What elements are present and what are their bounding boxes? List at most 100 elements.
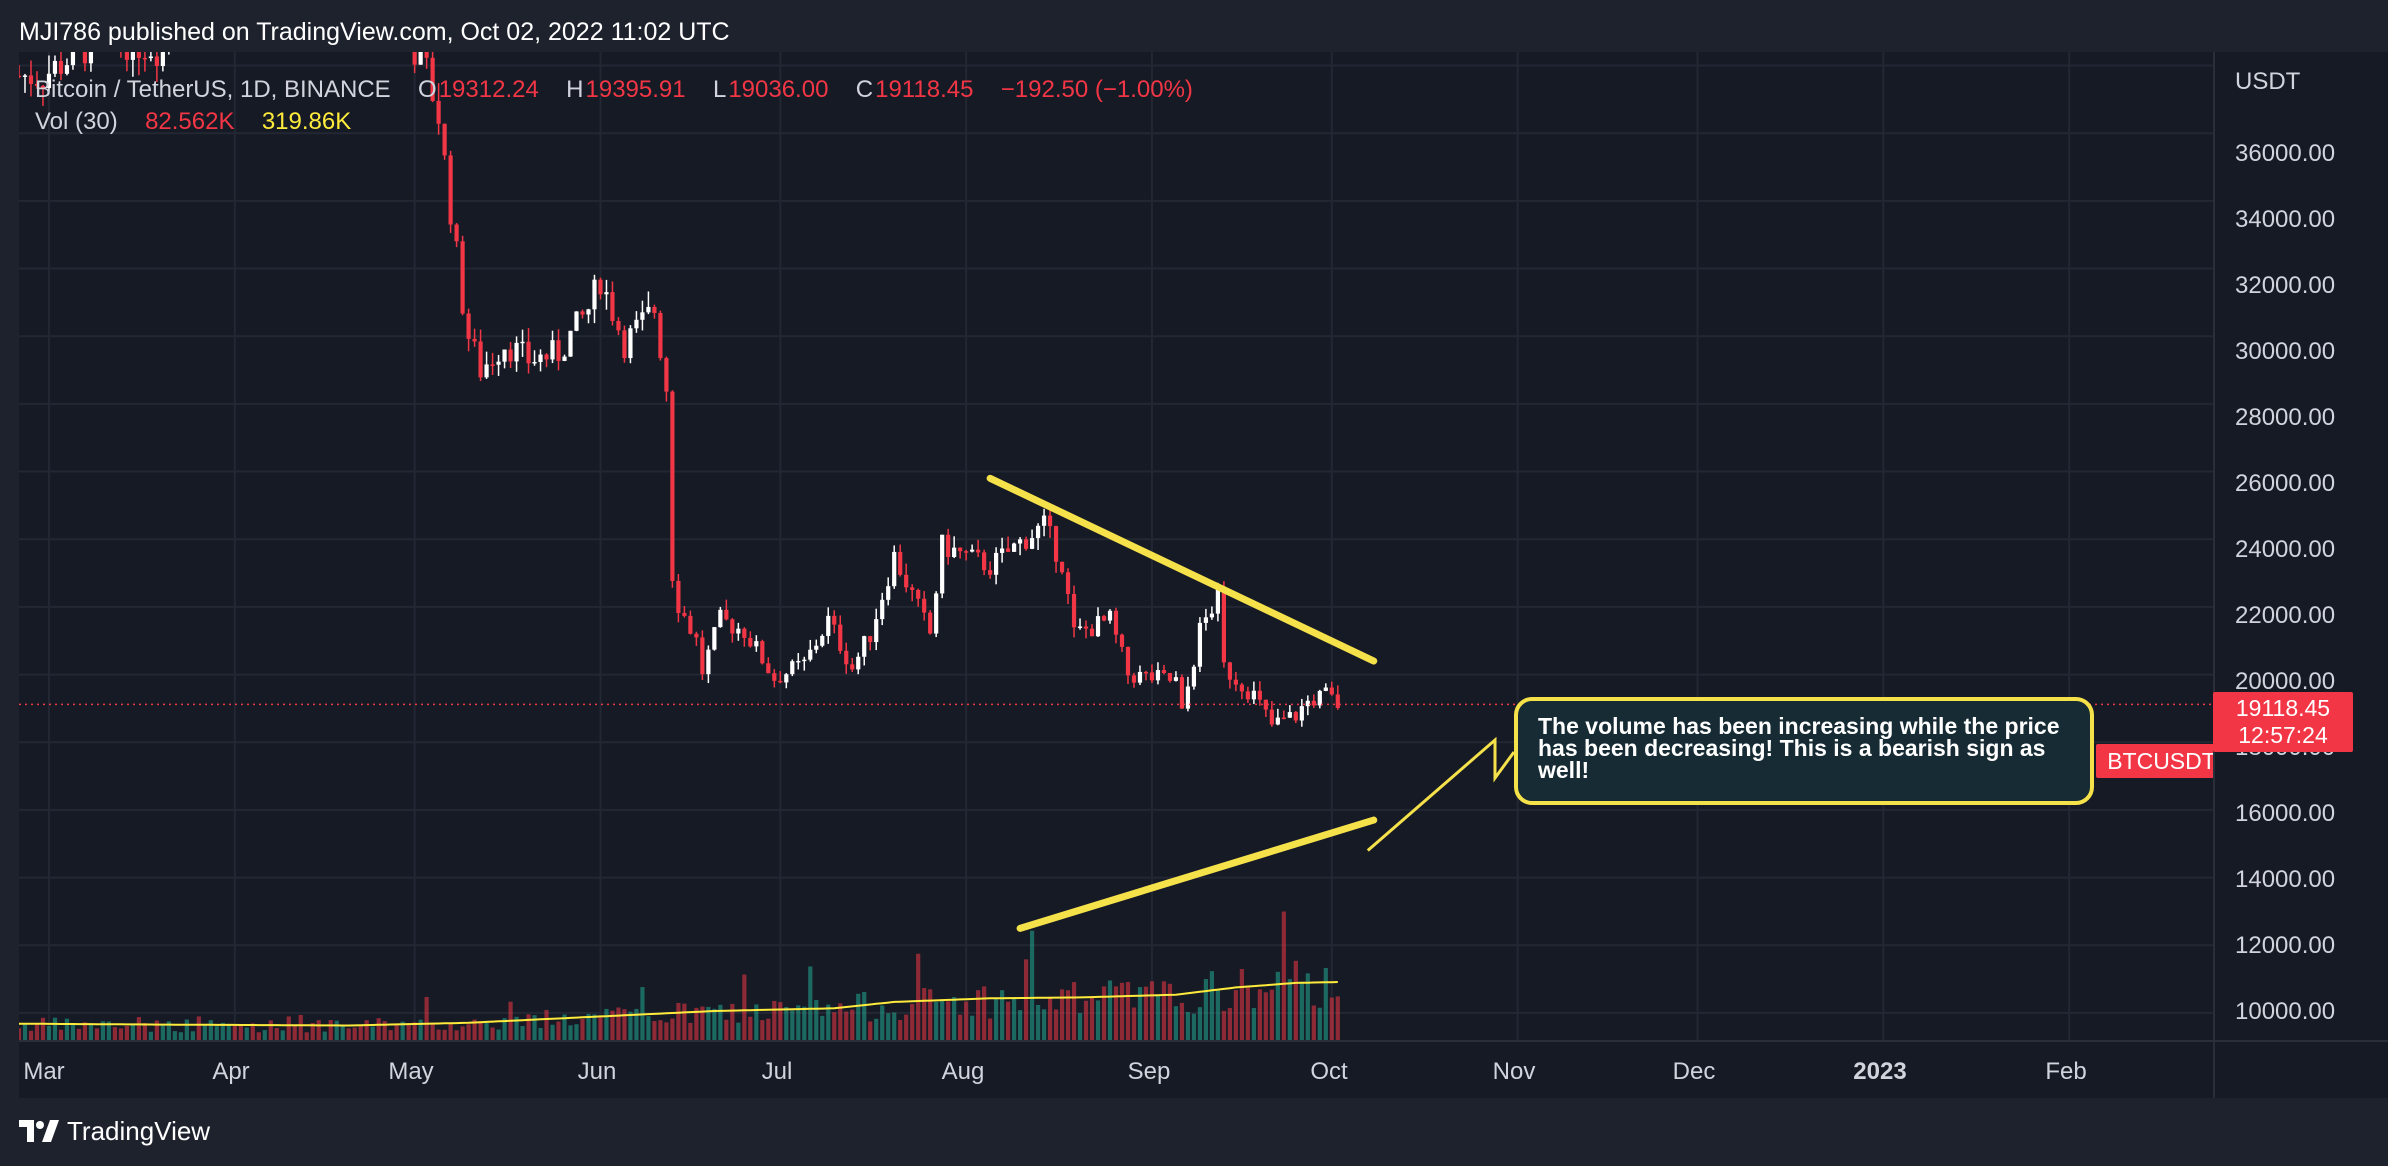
candle-body — [706, 649, 711, 675]
candle-body — [550, 340, 555, 360]
time-tick: Oct — [1310, 1058, 1348, 1085]
volume-bar — [1263, 992, 1268, 1040]
volume-bar — [316, 1020, 321, 1040]
volume-bar — [676, 1002, 681, 1040]
price-tick: 10000.00 — [2235, 998, 2336, 1025]
volume-bar — [1293, 960, 1298, 1040]
candle-body — [856, 656, 861, 670]
symbol-description[interactable]: Bitcoin / TetherUS, 1D, BINANCE — [35, 76, 391, 103]
candle-body — [502, 349, 507, 362]
volume-bar — [1221, 1010, 1226, 1040]
open-value: 19312.24 — [438, 76, 539, 103]
volume-bar — [274, 1027, 279, 1040]
volume-bar — [130, 1023, 135, 1040]
volume-bar — [1161, 981, 1167, 1040]
volume-bar — [1035, 1004, 1041, 1040]
volume-bar — [358, 1024, 363, 1040]
candle-body — [82, 52, 88, 64]
volume-indicator-label[interactable]: Vol (30) — [35, 108, 118, 135]
volume-bar — [244, 1027, 249, 1040]
volume-bar — [862, 991, 867, 1040]
volume-bar — [1281, 911, 1286, 1040]
volume-bar — [718, 1004, 723, 1040]
volume-bar — [268, 1020, 273, 1040]
candle-body — [712, 627, 717, 650]
volume-bar — [970, 1015, 975, 1040]
price-volume-plot[interactable] — [19, 52, 2213, 1040]
volume-bar — [658, 1020, 663, 1040]
volume-bar — [514, 1016, 519, 1040]
candle-body — [1047, 515, 1053, 527]
volume-bar — [1251, 1007, 1256, 1040]
volume-bar — [982, 986, 987, 1040]
volume-bar — [880, 1005, 885, 1040]
chart-pane[interactable]: Bitcoin / TetherUS, 1D, BINANCE O19312.2… — [19, 52, 2213, 1040]
volume-bar — [682, 1003, 687, 1040]
candle-body — [1221, 586, 1226, 663]
volume-bar — [280, 1030, 285, 1040]
volume-bar — [226, 1023, 231, 1040]
volume-bar — [796, 1005, 801, 1040]
volume-bar — [622, 1009, 627, 1040]
volume-bar — [76, 1028, 82, 1040]
volume-bar — [124, 1025, 129, 1040]
candle-body — [772, 673, 777, 681]
candle-body — [154, 56, 159, 67]
candle-body — [472, 338, 477, 342]
annotation-callout[interactable]: The volume has been increasing while the… — [1514, 697, 2094, 805]
volume-bar — [118, 1028, 124, 1040]
volume-bar — [178, 1032, 183, 1040]
candle-body — [1299, 706, 1304, 721]
volume-bar — [1053, 1009, 1059, 1040]
price-axis[interactable]: USDT 36000.00 34000.00 32000.00 30000.00… — [2213, 52, 2388, 1040]
candle-body — [1239, 684, 1244, 692]
volume-bar — [232, 1024, 237, 1040]
candle-body — [538, 354, 543, 363]
time-tick: Jul — [761, 1058, 793, 1085]
volume-bar — [808, 966, 813, 1040]
candle-body — [628, 328, 633, 359]
time-axis[interactable]: Mar Apr May Jun Jul Aug Sep Oct Nov Dec … — [19, 1040, 2213, 1098]
candle-body — [850, 664, 855, 670]
candle-body — [976, 549, 981, 553]
volume-bar — [532, 1015, 537, 1040]
candle-body — [1101, 616, 1107, 621]
candle-body — [88, 52, 94, 64]
price-tick: 36000.00 — [2235, 140, 2336, 167]
volume-bar — [670, 1018, 675, 1040]
volume-bar — [964, 1001, 969, 1040]
candle-body — [934, 593, 939, 634]
candle-body — [970, 549, 975, 552]
volume-bar — [826, 1004, 831, 1040]
candle-body — [1263, 699, 1268, 710]
candle-body — [802, 659, 807, 662]
candle-body — [1161, 670, 1167, 673]
volume-bar — [910, 1003, 915, 1040]
candle-body — [652, 306, 657, 313]
candle-body — [730, 619, 735, 634]
candle-body — [562, 356, 567, 361]
candle-body — [484, 364, 489, 378]
candle-body — [508, 349, 513, 362]
volume-bar — [28, 1030, 34, 1040]
volume-bar — [496, 1029, 501, 1040]
volume-bar — [1065, 990, 1071, 1040]
volume-bar — [64, 1018, 70, 1040]
volume-bar — [784, 1006, 789, 1040]
candle-body — [22, 75, 28, 77]
volume-bar — [388, 1030, 393, 1040]
candle-body — [58, 60, 64, 74]
candle-body — [1089, 628, 1095, 637]
volume-bar — [364, 1020, 369, 1040]
candle-body — [1173, 677, 1179, 681]
candle-body — [844, 650, 849, 665]
tradingview-logo[interactable]: TradingView — [19, 1114, 210, 1148]
candle-body — [616, 320, 621, 331]
publish-info: MJI786 published on TradingView.com, Oct… — [19, 18, 730, 46]
volume-bar — [742, 974, 747, 1040]
volume-bar — [328, 1020, 333, 1040]
volume-bar — [184, 1019, 189, 1040]
candle-body — [646, 306, 651, 313]
candle-body — [526, 341, 531, 364]
volume-bar — [1023, 959, 1029, 1040]
